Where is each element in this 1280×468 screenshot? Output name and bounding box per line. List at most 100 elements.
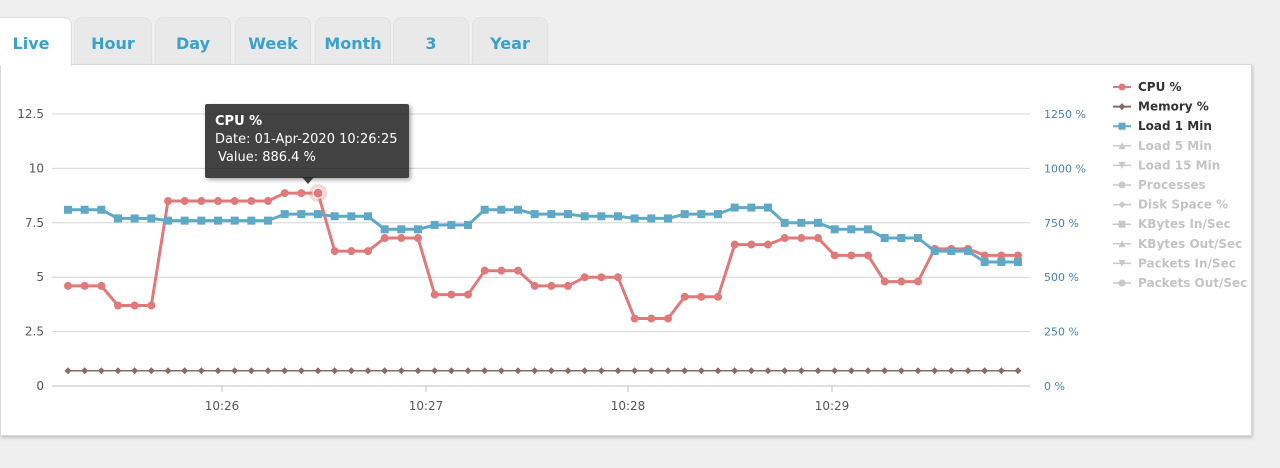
memory-point: [847, 367, 855, 375]
cpu-point: [180, 197, 189, 206]
load-1-min-point: [464, 220, 472, 229]
cpu-point: [714, 292, 722, 301]
tab-hour[interactable]: Hour: [74, 17, 152, 64]
load-1-min-point: [830, 225, 839, 234]
cpu-point: [830, 251, 839, 260]
cpu-point: [447, 290, 456, 299]
load-1-min-point: [97, 205, 106, 214]
load-1-min-point: [997, 257, 1006, 266]
tab-live[interactable]: Live: [0, 17, 72, 66]
memory-point: [914, 367, 922, 375]
memory-point: [981, 367, 989, 375]
load-1-min-point: [314, 210, 322, 219]
memory-point: [731, 367, 739, 375]
cpu-point: [580, 273, 589, 282]
memory-point: [697, 367, 705, 375]
legend-item-load-5-min[interactable]: Load 5 Min: [1138, 139, 1212, 153]
load-1-min-point: [814, 218, 822, 227]
legend-marker-disk-space: [1118, 201, 1126, 209]
load-1-min-point: [397, 225, 406, 234]
cpu-point: [814, 234, 822, 243]
memory-point: [614, 367, 622, 375]
legend-marker-packets-in-sec: [1118, 259, 1126, 267]
load-1-min-point: [280, 210, 289, 219]
y-right-tick-label: 750 %: [1044, 217, 1079, 230]
legend-item-kbytes-in-sec[interactable]: KBytes In/Sec: [1138, 217, 1231, 231]
cpu-point: [80, 281, 89, 290]
memory-point: [281, 367, 289, 375]
memory-point: [97, 367, 105, 375]
memory-point: [664, 367, 672, 375]
load-1-min-point: [480, 205, 489, 214]
cpu-point: [130, 301, 139, 310]
cpu-point: [597, 273, 606, 282]
load-1-min-point: [247, 216, 256, 225]
cpu-point: [264, 197, 272, 206]
cpu-point: [914, 277, 922, 286]
memory-point: [781, 367, 789, 375]
legend-item-disk-space[interactable]: Disk Space %: [1138, 198, 1228, 212]
cpu-point: [514, 266, 522, 275]
memory-point: [114, 367, 122, 375]
load-1-min-point: [564, 210, 572, 219]
memory-point: [364, 367, 372, 375]
tab-year[interactable]: Year: [472, 17, 548, 64]
tab-month[interactable]: Month: [315, 17, 391, 64]
legend-item-kbytes-out-sec[interactable]: KBytes Out/Sec: [1138, 237, 1242, 251]
load-1-min-point: [330, 212, 339, 221]
legend-item-packets-in-sec[interactable]: Packets In/Sec: [1138, 256, 1236, 270]
legend-marker-processes: [1118, 181, 1126, 189]
load-1-min-point: [847, 225, 856, 234]
memory-point: [81, 367, 89, 375]
cpu-point: [247, 197, 256, 206]
cpu-point: [864, 251, 872, 260]
legend-item-load-15-min[interactable]: Load 15 Min: [1138, 158, 1220, 172]
memory-point: [581, 367, 589, 375]
cpu-point: [230, 197, 239, 206]
load-1-min-point: [530, 210, 539, 219]
memory-point: [797, 367, 805, 375]
load-1-min-point: [930, 247, 939, 256]
load-1-min-point: [447, 220, 456, 229]
memory-point: [181, 367, 189, 375]
y-right-tick-label: 500 %: [1044, 271, 1079, 284]
legend-item-load-1-min[interactable]: Load 1 Min: [1138, 119, 1212, 133]
cpu-point: [747, 240, 756, 249]
tooltip-title: CPU %: [215, 114, 263, 129]
legend-item-processes[interactable]: Processes: [1138, 178, 1206, 192]
load-1-min-point: [214, 216, 222, 225]
cpu-point: [297, 189, 306, 198]
legend-marker-memory: [1118, 103, 1126, 111]
legend-marker-load-1-min: [1118, 122, 1126, 130]
y-left-tick-label: 10: [29, 161, 44, 175]
cpu-point: [980, 251, 989, 260]
tab-week[interactable]: Week: [235, 17, 311, 64]
memory-point: [964, 367, 972, 375]
load-1-min-point: [347, 212, 356, 221]
memory-point: [64, 367, 72, 375]
memory-point: [131, 367, 139, 375]
cpu-point: [164, 197, 172, 206]
legend-item-cpu[interactable]: CPU %: [1138, 80, 1182, 94]
load-1-min-point: [547, 210, 556, 219]
cpu-point: [214, 197, 222, 206]
memory-point: [831, 367, 839, 375]
load-1-min-point: [580, 212, 589, 221]
load-1-min-point: [64, 205, 72, 214]
cpu-point: [847, 251, 856, 260]
memory-point: [647, 367, 655, 375]
legend-item-packets-out-sec[interactable]: Packets Out/Sec: [1138, 276, 1247, 290]
memory-point: [597, 367, 605, 375]
legend-item-memory[interactable]: Memory %: [1138, 100, 1209, 114]
memory-point: [314, 367, 322, 375]
load-1-min-point: [664, 214, 672, 223]
load-1-min-point: [880, 234, 889, 243]
cpu-point: [430, 290, 439, 299]
load-1-min-point: [414, 225, 422, 234]
load-1-min-point: [730, 203, 739, 212]
tooltip-value: Value: 886.4 %: [218, 150, 316, 165]
load-1-min-point: [297, 210, 306, 219]
memory-point: [631, 367, 639, 375]
y-right-tick-label: 250 %: [1044, 326, 1079, 339]
tab-day[interactable]: Day: [155, 17, 231, 64]
